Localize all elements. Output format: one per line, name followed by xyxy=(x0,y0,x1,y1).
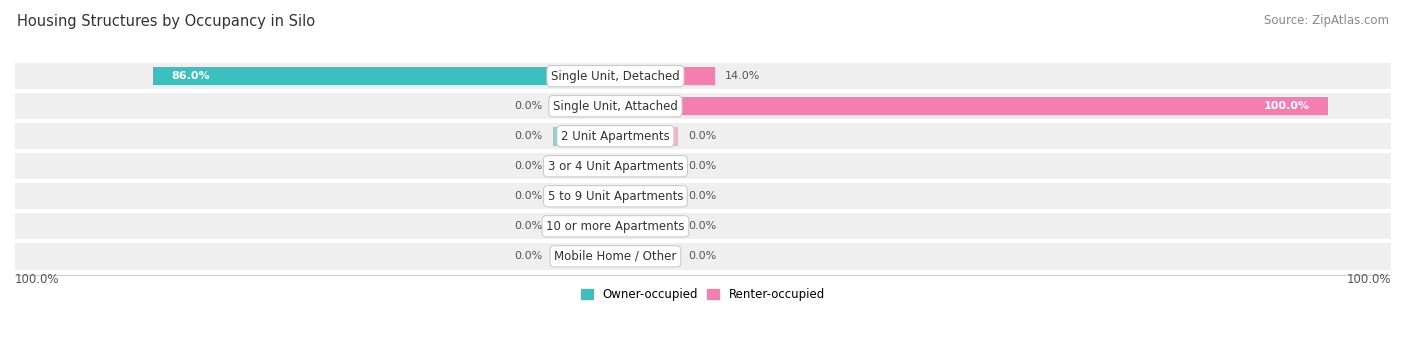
Text: 0.0%: 0.0% xyxy=(515,161,543,171)
Bar xyxy=(616,67,716,86)
Bar xyxy=(616,247,678,266)
Legend: Owner-occupied, Renter-occupied: Owner-occupied, Renter-occupied xyxy=(576,283,830,306)
Bar xyxy=(15,243,1391,269)
Bar xyxy=(15,183,1391,209)
Text: 0.0%: 0.0% xyxy=(688,191,716,201)
Bar xyxy=(15,213,1391,239)
Text: 86.0%: 86.0% xyxy=(172,71,211,81)
Text: 0.0%: 0.0% xyxy=(515,101,543,111)
Text: 0.0%: 0.0% xyxy=(515,251,543,261)
Text: 0.0%: 0.0% xyxy=(515,221,543,231)
Text: 100.0%: 100.0% xyxy=(15,273,59,286)
Bar xyxy=(616,157,678,176)
Bar xyxy=(616,187,678,206)
Text: 14.0%: 14.0% xyxy=(725,71,761,81)
Bar xyxy=(616,97,1329,116)
Bar xyxy=(153,67,616,86)
Text: 3 or 4 Unit Apartments: 3 or 4 Unit Apartments xyxy=(547,160,683,173)
Bar xyxy=(15,63,1391,89)
Bar xyxy=(553,127,616,146)
Text: 5 to 9 Unit Apartments: 5 to 9 Unit Apartments xyxy=(548,190,683,203)
Bar xyxy=(616,127,678,146)
Bar xyxy=(616,97,678,116)
Text: 0.0%: 0.0% xyxy=(688,161,716,171)
Bar xyxy=(553,187,616,206)
Text: Single Unit, Attached: Single Unit, Attached xyxy=(553,100,678,113)
Text: Housing Structures by Occupancy in Silo: Housing Structures by Occupancy in Silo xyxy=(17,14,315,29)
Text: 2 Unit Apartments: 2 Unit Apartments xyxy=(561,130,669,143)
Text: Single Unit, Detached: Single Unit, Detached xyxy=(551,70,681,83)
Bar xyxy=(616,217,678,236)
Bar xyxy=(15,93,1391,119)
Text: 10 or more Apartments: 10 or more Apartments xyxy=(546,220,685,233)
Bar xyxy=(15,123,1391,149)
Bar xyxy=(553,217,616,236)
Text: 100.0%: 100.0% xyxy=(1347,273,1391,286)
Bar xyxy=(553,97,616,116)
Bar xyxy=(15,153,1391,179)
Bar xyxy=(553,67,616,86)
Text: Source: ZipAtlas.com: Source: ZipAtlas.com xyxy=(1264,14,1389,27)
Text: Mobile Home / Other: Mobile Home / Other xyxy=(554,250,676,263)
Text: 0.0%: 0.0% xyxy=(688,131,716,141)
Text: 100.0%: 100.0% xyxy=(1264,101,1310,111)
Text: 0.0%: 0.0% xyxy=(688,221,716,231)
Bar xyxy=(553,157,616,176)
Text: 0.0%: 0.0% xyxy=(688,251,716,261)
Bar xyxy=(616,67,678,86)
Text: 0.0%: 0.0% xyxy=(515,191,543,201)
Text: 0.0%: 0.0% xyxy=(515,131,543,141)
Bar xyxy=(553,247,616,266)
